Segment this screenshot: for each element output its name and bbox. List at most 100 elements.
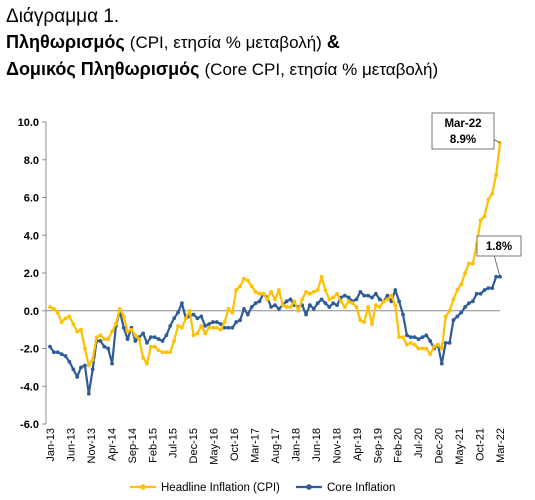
- x-tick-label: Oct-16: [229, 428, 241, 461]
- data-point: [242, 276, 246, 281]
- data-point: [211, 325, 215, 330]
- data-point: [176, 323, 180, 328]
- legend-swatch-marker: [140, 484, 146, 490]
- data-point: [98, 333, 103, 338]
- data-point: [86, 363, 91, 368]
- data-point: [86, 391, 91, 396]
- y-axis: -6.0 -4.0 -2.0 0.0 2.0 4.0 6.0 8.0 10.0: [18, 117, 47, 431]
- data-point: [432, 344, 436, 349]
- data-point: [83, 363, 87, 368]
- data-point: [467, 261, 471, 266]
- data-point: [249, 305, 254, 309]
- y-tick-label: -6.0: [20, 419, 39, 431]
- data-point: [304, 289, 308, 294]
- data-point: [59, 320, 64, 324]
- data-point: [67, 359, 72, 364]
- data-point: [412, 335, 417, 340]
- data-point: [366, 293, 371, 298]
- x-tick-label: Apr-14: [106, 428, 118, 461]
- data-point: [156, 337, 161, 341]
- data-point: [486, 197, 491, 202]
- data-point: [276, 288, 281, 292]
- x-tick-label: Jan-18: [290, 428, 302, 462]
- data-point: [156, 348, 161, 353]
- data-point: [121, 325, 126, 330]
- data-point: [315, 288, 320, 292]
- data-point: [393, 288, 398, 292]
- data-point: [443, 340, 448, 345]
- data-point: [90, 367, 95, 372]
- data-point: [110, 329, 114, 334]
- x-tick-label: Jun-18: [311, 428, 323, 462]
- annotation-value: 8.9%: [450, 134, 476, 146]
- data-point: [230, 310, 235, 315]
- data-point: [377, 297, 382, 302]
- data-point: [373, 291, 378, 296]
- data-point: [451, 318, 456, 323]
- data-point: [404, 342, 409, 347]
- data-point: [447, 308, 452, 313]
- data-point: [428, 339, 433, 343]
- y-tick-label: -2.0: [20, 344, 39, 356]
- data-point: [83, 346, 87, 351]
- data-point: [342, 305, 347, 309]
- data-point: [51, 350, 56, 355]
- data-point: [249, 284, 254, 289]
- data-point: [358, 318, 363, 323]
- data-point: [226, 306, 231, 311]
- data-point: [183, 316, 188, 321]
- data-point: [51, 306, 56, 311]
- data-point: [362, 320, 367, 324]
- x-tick-label: Jul-20: [413, 428, 425, 458]
- data-point: [284, 299, 289, 304]
- data-point: [203, 331, 208, 336]
- data-point: [55, 350, 60, 355]
- data-point: [408, 340, 413, 345]
- data-point: [79, 327, 83, 332]
- data-point: [191, 333, 196, 338]
- data-point: [269, 289, 274, 294]
- data-point: [71, 367, 76, 372]
- data-point: [494, 172, 499, 177]
- data-point: [323, 288, 328, 292]
- data-point: [412, 342, 417, 347]
- data-point: [179, 301, 184, 306]
- data-point: [404, 333, 409, 338]
- data-point: [199, 323, 204, 328]
- data-point: [117, 306, 122, 311]
- data-point: [214, 325, 219, 330]
- data-point: [238, 318, 242, 323]
- x-tick-label: Apr-19: [352, 428, 364, 461]
- data-point: [253, 289, 258, 294]
- data-point: [179, 325, 184, 330]
- data-point: [214, 320, 219, 324]
- data-point: [280, 303, 285, 307]
- data-point: [463, 305, 467, 309]
- annotation-layer: Mar-22 8.9% 1.8%: [431, 112, 522, 277]
- data-point: [238, 284, 242, 289]
- annotation-box: [431, 112, 495, 150]
- data-point: [447, 340, 452, 345]
- data-point: [323, 301, 328, 306]
- legend-label: Core Inflation: [327, 482, 395, 494]
- data-point: [79, 365, 83, 370]
- x-tick-label: Jan-13: [45, 428, 57, 462]
- annotation-leader: [493, 254, 501, 277]
- data-point: [191, 312, 196, 317]
- data-point: [385, 293, 390, 298]
- data-point: [455, 288, 460, 292]
- data-point: [164, 350, 169, 355]
- data-point: [211, 320, 215, 324]
- title-cpi-unit: (CPI, ετησία % μεταβολή): [129, 33, 322, 52]
- data-point: [424, 333, 429, 338]
- data-point: [199, 314, 204, 319]
- data-point: [67, 314, 72, 319]
- data-point: [350, 301, 355, 306]
- data-point: [168, 323, 173, 328]
- x-tick-label: Dec-20: [434, 428, 446, 463]
- data-point: [420, 346, 425, 351]
- data-point: [90, 357, 95, 362]
- data-point: [195, 331, 200, 336]
- data-point: [98, 339, 103, 343]
- data-point: [172, 316, 177, 321]
